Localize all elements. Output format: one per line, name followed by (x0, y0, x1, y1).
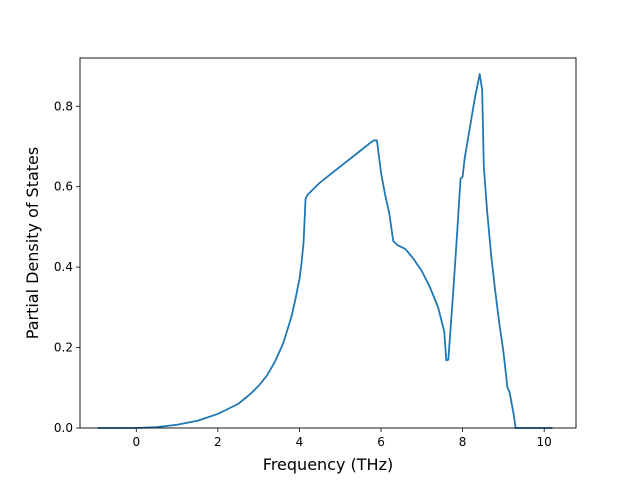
x-tick-label: 10 (537, 435, 552, 449)
x-tick-label: 0 (132, 435, 140, 449)
y-tick-label: 0.4 (54, 260, 73, 274)
x-tick-label: 2 (214, 435, 222, 449)
x-tick-label: 4 (296, 435, 304, 449)
y-tick-label: 0.0 (54, 421, 73, 435)
y-tick-label: 0.6 (54, 180, 73, 194)
x-tick-label: 8 (459, 435, 467, 449)
ticks-group: 0 2 4 6 8 10 0.0 0.2 0.4 0.6 0.8 (54, 99, 552, 449)
y-tick-label: 0.8 (54, 99, 73, 113)
x-axis-label: Frequency (THz) (263, 455, 393, 474)
x-tick-label: 6 (377, 435, 385, 449)
y-tick-label: 0.2 (54, 341, 73, 355)
y-axis-label: Partial Density of States (23, 147, 42, 339)
plot-frame (79, 57, 577, 429)
plot-area (80, 58, 576, 428)
pdos-series-line (97, 73, 553, 429)
